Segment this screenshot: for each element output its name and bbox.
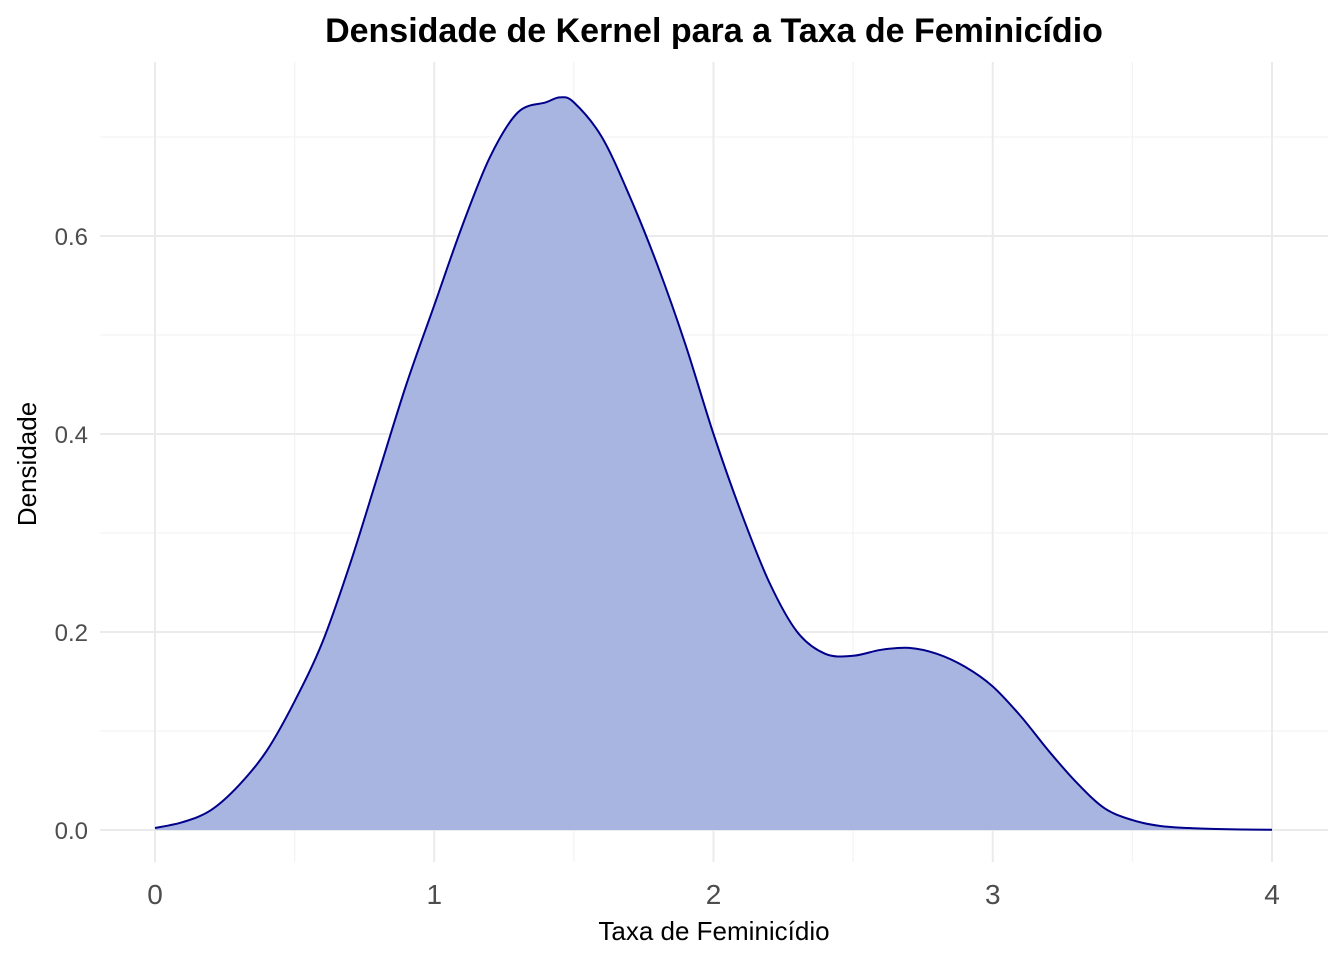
y-tick-label: 0.6 (55, 224, 88, 251)
chart-title: Densidade de Kernel para a Taxa de Femin… (325, 12, 1103, 50)
x-tick-label: 4 (1264, 879, 1280, 910)
x-tick-label: 3 (985, 879, 1001, 910)
y-axis-title: Densidade (12, 402, 42, 526)
density-line (154, 96, 1273, 831)
x-axis-title: Taxa de Feminicídio (598, 916, 829, 946)
y-tick-label: 0.0 (55, 818, 88, 845)
x-tick-label: 0 (147, 879, 163, 910)
y-tick-label: 0.2 (55, 620, 88, 647)
y-tick-label: 0.4 (55, 422, 88, 449)
x-tick-label: 2 (706, 879, 722, 910)
y-tick-labels: 0.0 0.2 0.4 0.6 (55, 224, 88, 845)
x-tick-label: 1 (426, 879, 442, 910)
x-tick-labels: 0 1 2 3 4 (147, 879, 1280, 910)
density-area (155, 97, 1272, 830)
